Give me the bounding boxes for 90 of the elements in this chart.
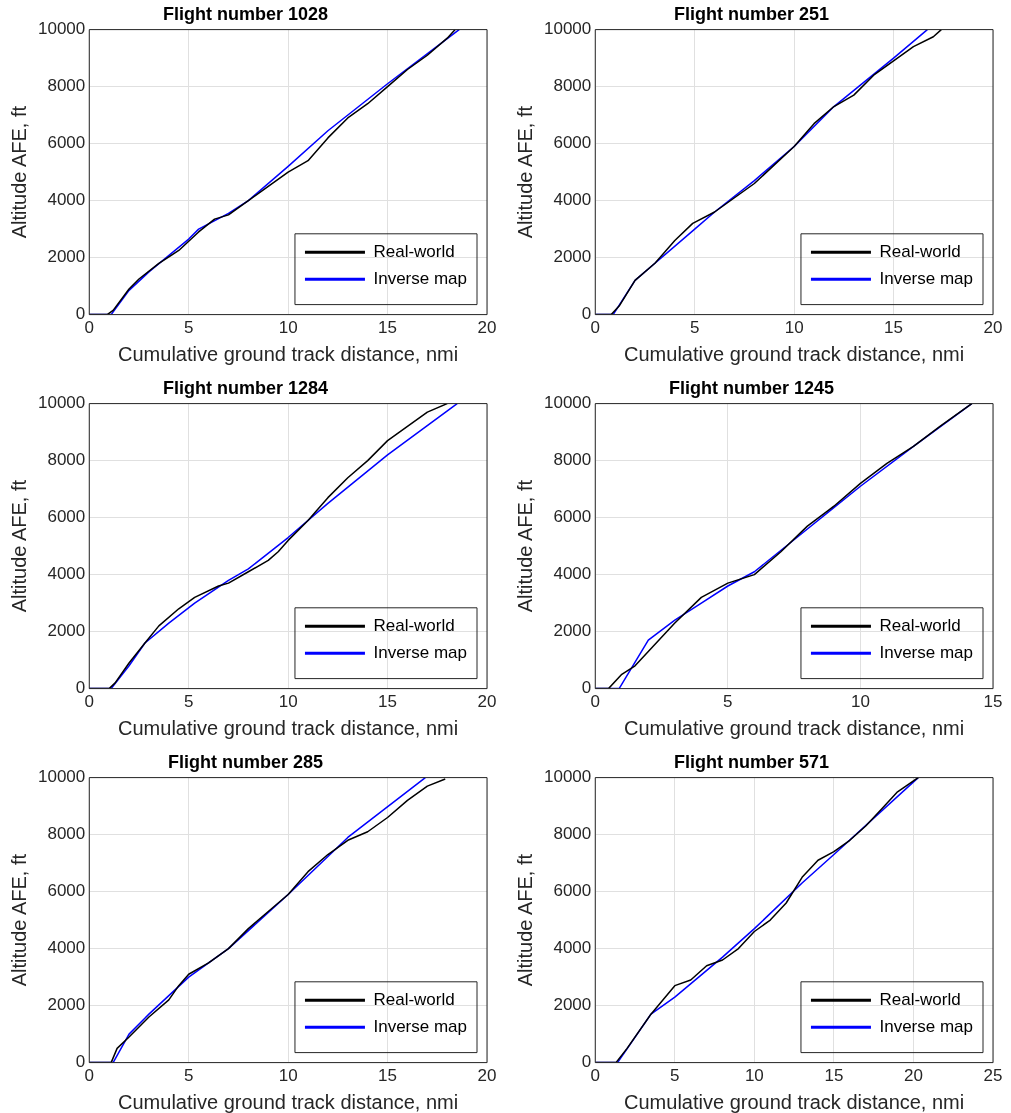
y-tick-label: 8000 (47, 76, 86, 96)
chart-title: Flight number 571 (673, 751, 830, 772)
y-tick-label: 6000 (47, 507, 86, 527)
y-axis-title: Altitude AFE, ft (513, 479, 536, 613)
legend-label: Real-world (879, 989, 961, 1009)
x-tick-label: 5 (183, 1066, 194, 1086)
y-tick-label: 4000 (47, 564, 86, 584)
y-tick-label: 10000 (37, 19, 86, 39)
x-axis-title: Cumulative ground track distance, nmi (624, 342, 965, 365)
y-axis-title: Altitude AFE, ft (7, 853, 30, 987)
legend-label: Real-world (373, 241, 455, 261)
y-tick-label: 0 (581, 304, 592, 324)
x-tick-label: 15 (378, 692, 398, 712)
chart-title: Flight number 1245 (668, 377, 835, 398)
x-axis-title: Cumulative ground track distance, nmi (118, 716, 459, 739)
y-tick-label: 2000 (47, 995, 86, 1015)
chart-title: Flight number 285 (167, 751, 324, 772)
y-tick-label: 6000 (553, 507, 592, 527)
y-tick-label: 8000 (553, 450, 592, 470)
legend-label: Inverse map (373, 1016, 468, 1036)
y-tick-label: 6000 (553, 133, 592, 153)
y-tick-label: 6000 (47, 133, 86, 153)
x-tick-label: 10 (278, 1066, 298, 1086)
y-tick-label: 8000 (553, 76, 592, 96)
x-tick-label: 15 (884, 318, 904, 338)
y-tick-label: 2000 (553, 621, 592, 641)
x-tick-label: 20 (903, 1066, 923, 1086)
x-tick-label: 5 (183, 692, 194, 712)
x-axis-title: Cumulative ground track distance, nmi (118, 1090, 459, 1113)
y-axis-title: Altitude AFE, ft (7, 479, 30, 613)
y-tick-label: 0 (75, 1052, 86, 1072)
y-axis-title: Altitude AFE, ft (7, 105, 30, 239)
x-tick-label: 10 (278, 318, 298, 338)
x-tick-label: 15 (378, 318, 398, 338)
y-axis-title: Altitude AFE, ft (513, 105, 536, 239)
y-tick-label: 4000 (47, 938, 86, 958)
x-axis-title: Cumulative ground track distance, nmi (118, 342, 459, 365)
y-tick-label: 8000 (47, 450, 86, 470)
y-tick-label: 2000 (47, 247, 86, 267)
x-tick-label: 20 (477, 318, 497, 338)
y-tick-label: 4000 (553, 938, 592, 958)
x-tick-label: 20 (477, 1066, 497, 1086)
y-tick-label: 0 (581, 1052, 592, 1072)
y-tick-label: 0 (75, 304, 86, 324)
legend-label: Real-world (373, 615, 455, 635)
x-tick-label: 5 (723, 692, 733, 712)
y-tick-label: 0 (75, 678, 86, 698)
y-tick-label: 4000 (47, 190, 86, 210)
x-axis-title: Cumulative ground track distance, nmi (624, 716, 965, 739)
legend-label: Real-world (879, 241, 961, 261)
x-tick-label: 10 (278, 692, 298, 712)
y-tick-label: 2000 (553, 247, 592, 267)
legend-label: Inverse map (373, 268, 468, 288)
x-tick-label: 15 (983, 692, 1003, 712)
y-tick-label: 10000 (37, 767, 86, 787)
y-axis-title: Altitude AFE, ft (513, 853, 536, 987)
x-tick-label: 15 (378, 1066, 398, 1086)
y-tick-label: 6000 (47, 881, 86, 901)
x-tick-label: 5 (670, 1066, 680, 1086)
x-tick-label: 5 (689, 318, 700, 338)
chart-title: Flight number 1284 (162, 377, 329, 398)
x-tick-label: 10 (784, 318, 804, 338)
y-tick-label: 10000 (543, 767, 592, 787)
chart-title: Flight number 1028 (162, 3, 329, 24)
x-tick-label: 25 (983, 1066, 1003, 1086)
legend-label: Inverse map (373, 642, 468, 662)
x-tick-label: 10 (850, 692, 870, 712)
x-tick-label: 15 (824, 1066, 844, 1086)
y-tick-label: 2000 (553, 995, 592, 1015)
y-tick-label: 4000 (553, 564, 592, 584)
y-tick-label: 8000 (553, 824, 592, 844)
y-tick-label: 0 (581, 678, 592, 698)
y-tick-label: 6000 (553, 881, 592, 901)
y-tick-label: 10000 (543, 393, 592, 413)
legend-label: Inverse map (879, 642, 974, 662)
y-tick-label: 10000 (37, 393, 86, 413)
legend-label: Real-world (879, 615, 961, 635)
legend-label: Inverse map (879, 1016, 974, 1036)
y-tick-label: 4000 (553, 190, 592, 210)
chart-title: Flight number 251 (673, 3, 830, 24)
y-tick-label: 8000 (47, 824, 86, 844)
y-tick-label: 10000 (543, 19, 592, 39)
x-tick-label: 10 (744, 1066, 764, 1086)
y-tick-label: 2000 (47, 621, 86, 641)
legend-label: Inverse map (879, 268, 974, 288)
legend-label: Real-world (373, 989, 455, 1009)
x-axis-title: Cumulative ground track distance, nmi (624, 1090, 965, 1113)
x-tick-label: 20 (477, 692, 497, 712)
x-tick-label: 5 (183, 318, 194, 338)
x-tick-label: 20 (983, 318, 1003, 338)
